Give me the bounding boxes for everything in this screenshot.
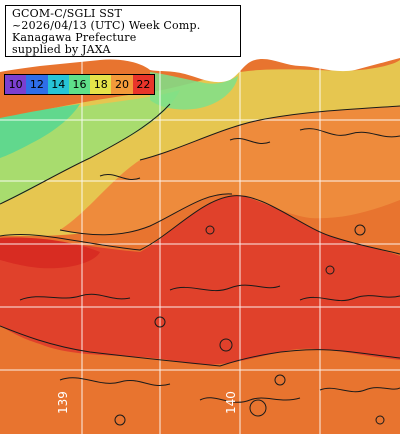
title-line-sensor: GCOM-C/SGLI SST [12,7,123,20]
legend-value-16: 16 [72,78,87,91]
legend-cell-20: 20 [111,75,133,94]
legend-value-18: 18 [93,78,108,91]
legend-cell-12: 12 [26,75,48,94]
legend-cell-18: 18 [90,75,112,94]
lon-label-139: 139 [56,391,70,414]
legend-cell-16: 16 [68,75,91,94]
legend-value-14: 14 [51,78,66,91]
lon-label-140: 140 [224,391,238,414]
legend-cell-14: 14 [47,75,69,94]
title-line-credit: supplied by JAXA [12,43,111,56]
legend-value-20: 20 [115,78,130,91]
sst-color-legend: 10 12 14 16 18 20 22 [4,74,155,95]
sst-coastal-cold [150,72,238,110]
sst-band-14 [0,104,80,158]
legend-value-12: 12 [29,78,44,91]
legend-cell-22: 22 [132,75,154,94]
sst-band-22 [0,195,400,365]
sst-band-20 [60,106,400,235]
legend-value-22: 22 [136,78,151,91]
sst-core-22-west [0,237,100,269]
title-line-date: ~2026/04/13 (UTC) Week Comp. [12,19,201,32]
title-box: GCOM-C/SGLI SST ~2026/04/13 (UTC) Week C… [5,5,241,57]
title-line-region: Kanagawa Prefecture [12,31,137,44]
legend-value-10: 10 [8,78,23,91]
sst-contours [0,103,400,426]
legend-cell-10: 10 [5,75,27,94]
